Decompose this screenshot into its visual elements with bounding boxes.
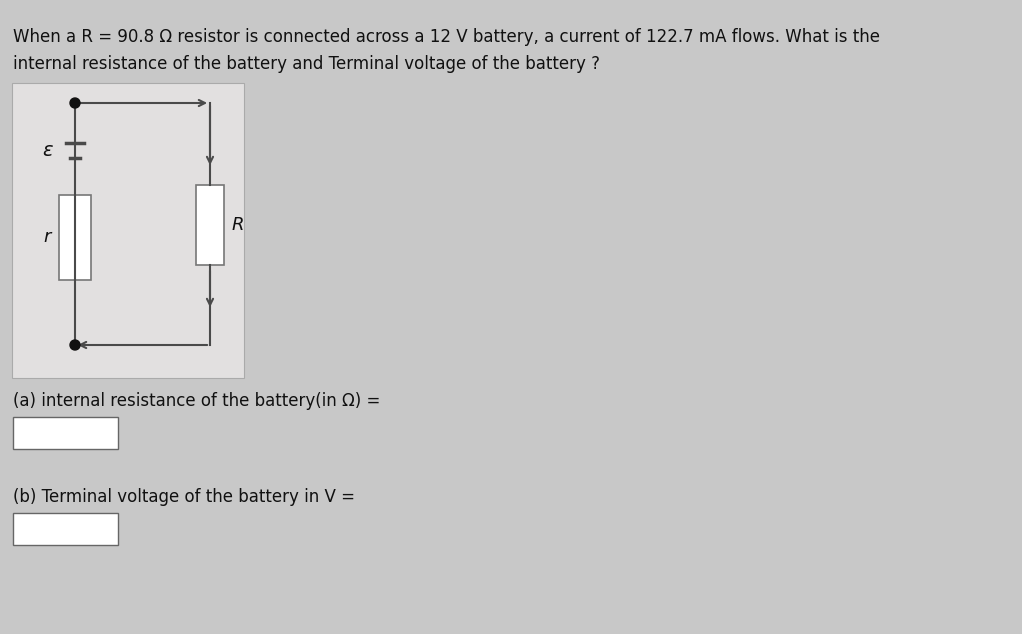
Bar	[13, 513, 118, 545]
Text: (a) internal resistance of the battery(in Ω) =: (a) internal resistance of the battery(i…	[13, 392, 380, 410]
Bar	[59, 195, 91, 280]
Text: (b) Terminal voltage of the battery in V =: (b) Terminal voltage of the battery in V…	[13, 488, 355, 506]
Text: ε: ε	[43, 141, 53, 160]
Text: r: r	[44, 228, 51, 246]
Bar	[12, 83, 244, 378]
Circle shape	[69, 340, 80, 350]
Text: R: R	[232, 216, 244, 234]
Text: When a R = 90.8 Ω resistor is connected across a 12 V battery, a current of 122.: When a R = 90.8 Ω resistor is connected …	[13, 28, 880, 46]
Circle shape	[69, 98, 80, 108]
Text: internal resistance of the battery and Terminal voltage of the battery ?: internal resistance of the battery and T…	[13, 55, 600, 73]
Bar	[196, 185, 224, 265]
Bar	[13, 417, 118, 449]
